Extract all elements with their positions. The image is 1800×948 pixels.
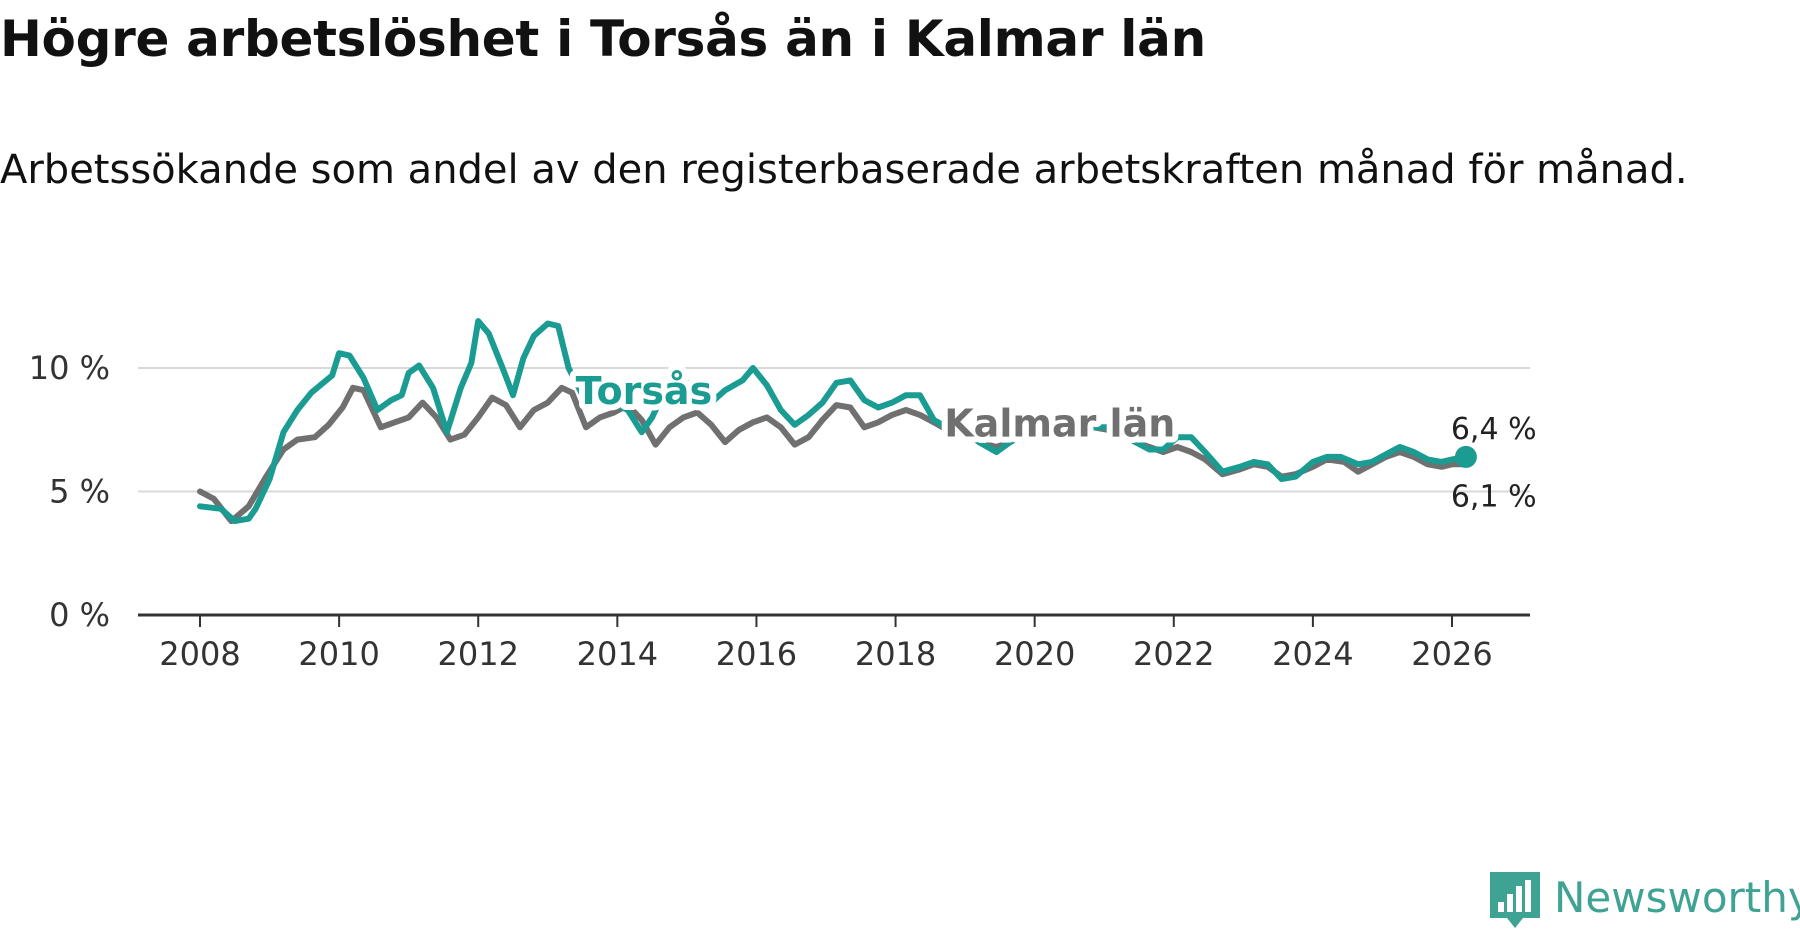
gridlines: [138, 367, 1530, 493]
newsworthy-chart-icon: [1490, 872, 1540, 928]
x-tick-label: 2018: [855, 635, 936, 673]
x-tick-label: 2014: [577, 635, 658, 673]
axes: 0 % 5 % 10 % 2008 2010 2012 2014 2016 2018 2020 20…: [29, 349, 1530, 673]
x-tick-label: 2024: [1272, 635, 1353, 673]
end-label-torsas: 6,4 %: [1451, 412, 1537, 447]
label-torsas-halo: Torsås: [576, 369, 713, 413]
x-tick-label: 2012: [438, 635, 519, 673]
end-label-kalmar: 6,1 %: [1451, 479, 1537, 514]
y-tick-label: 0 %: [49, 596, 110, 634]
label-kalmar-text: Kalmar län: [944, 401, 1175, 445]
x-tick-label: 2008: [159, 635, 240, 673]
series-lines: [197, 318, 1477, 525]
x-tick-label: 2016: [716, 635, 797, 673]
x-tick-label: 2020: [994, 635, 1075, 673]
x-tick-label: 2010: [298, 635, 379, 673]
brand-name: Newsworthy: [1554, 873, 1800, 922]
x-tick-label: 2022: [1133, 635, 1214, 673]
y-tick-label: 10 %: [29, 349, 110, 387]
chart-title: Högre arbetslöshet i Torsås än i Kalmar …: [0, 10, 1206, 68]
chart-subtitle: Arbetssökande som andel av den registerb…: [0, 147, 1688, 193]
series-line-kalmar: [197, 384, 1469, 525]
x-tick-label: 2026: [1411, 635, 1492, 673]
torsas-end-dot: [1454, 445, 1477, 468]
label-kalmar-halo: Kalmar län: [944, 401, 1175, 445]
y-tick-label: 5 %: [49, 473, 110, 511]
newsworthy-logo: Newsworthy: [1490, 872, 1800, 928]
label-torsas-text: Torsås: [576, 369, 713, 413]
series-line-torsas: [197, 318, 1469, 525]
